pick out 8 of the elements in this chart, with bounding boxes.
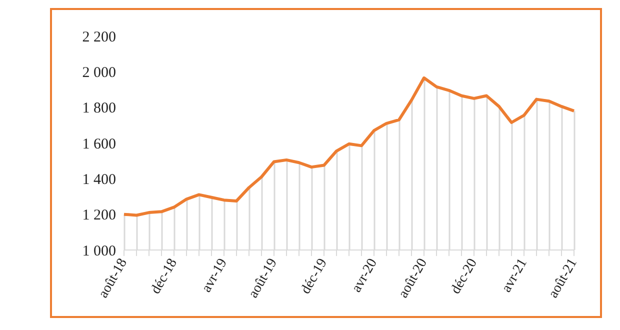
y-tick-label: 2 200	[82, 29, 116, 46]
line-series	[122, 76, 576, 217]
y-tick-label: 2 000	[82, 64, 116, 81]
y-tick-label: 1 000	[82, 243, 116, 260]
y-tick-label: 1 200	[82, 208, 116, 224]
y-tick-label: 1 400	[82, 172, 116, 188]
y-tick-label: 1 600	[82, 136, 116, 152]
y-tick-label: 1 800	[82, 100, 116, 117]
